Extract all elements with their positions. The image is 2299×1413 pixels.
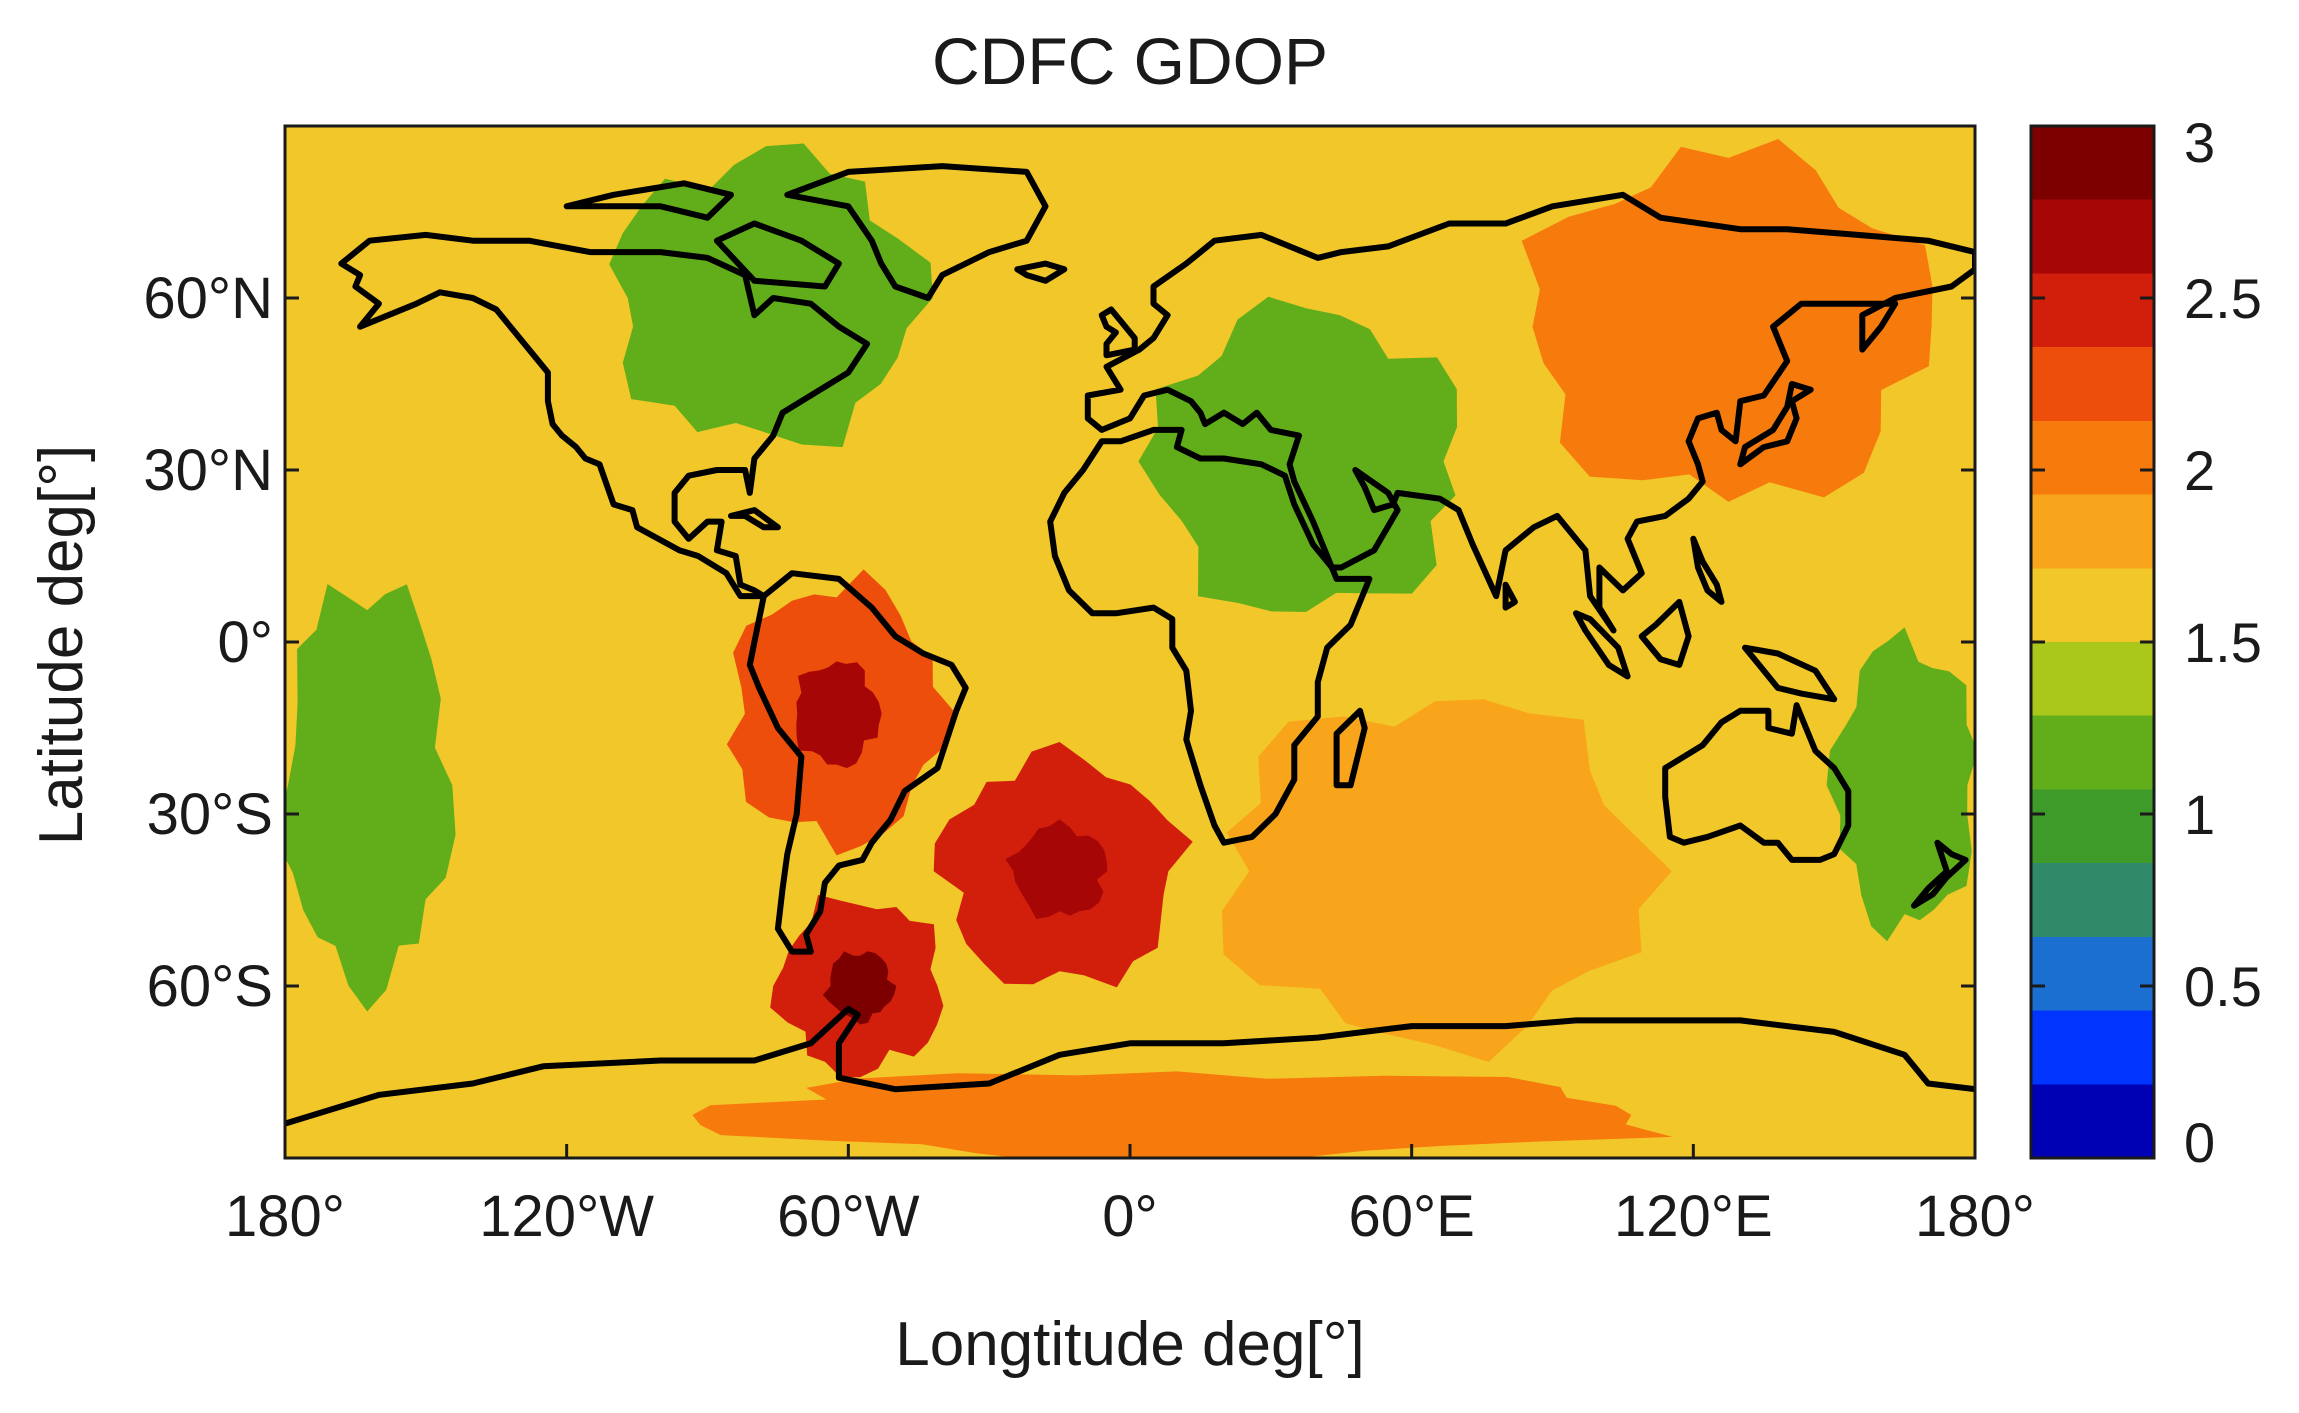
- madagascar-coastline: [1333, 707, 1368, 789]
- north-america-coastline: [338, 231, 871, 600]
- colorbar-tick-label: 1: [2184, 783, 2215, 846]
- x-axis-label: Longtitude deg[°]: [895, 1310, 1365, 1379]
- y-axis-label: Latitude deg[°]: [27, 445, 96, 846]
- x-tick-label: 60°E: [1348, 1184, 1474, 1249]
- y-tick-label: 30°N: [143, 438, 273, 503]
- y-tick-label: 60°N: [143, 266, 273, 331]
- region-south-atlantic-core: [1005, 819, 1108, 919]
- colorbar-tick-label: 2.5: [2184, 267, 2262, 330]
- africa-coastline: [1047, 426, 1373, 846]
- borneo-coastline: [1638, 598, 1692, 668]
- australia-coastline: [1662, 702, 1852, 863]
- x-tick-label: 180°: [225, 1184, 345, 1249]
- x-tick-label: 0°: [1102, 1184, 1157, 1249]
- y-tick-label: 60°S: [147, 954, 273, 1019]
- region-western-pacific: [1826, 627, 1975, 942]
- x-tick-label: 60°W: [777, 1184, 920, 1249]
- arctic-islands-coastline: [563, 180, 734, 221]
- colorbar-tick-label: 3: [2184, 111, 2215, 174]
- region-indian-ocean: [1222, 699, 1672, 1062]
- x-tick-label: 120°E: [1614, 1184, 1773, 1249]
- region-pacific-ocean-west: [285, 584, 456, 1012]
- region-antarctica: [692, 1071, 1673, 1158]
- x-tick-label: 180°: [1915, 1184, 2035, 1249]
- colorbar-tick-label: 0.5: [2184, 955, 2262, 1018]
- x-axis-ticks: 180° 120°W 60°W 0° 60°E 120°E 180°: [225, 1144, 2035, 1249]
- antarctica-coastline: [285, 1005, 1975, 1127]
- new-zealand-coastline: [1911, 839, 1969, 909]
- new-guinea-coastline: [1742, 644, 1838, 703]
- britain-coastline: [1098, 306, 1138, 359]
- philippines-coastline: [1690, 535, 1725, 605]
- region-africa-middle-east: [1138, 296, 1457, 612]
- y-tick-label: 30°S: [147, 782, 273, 847]
- south-america-coastline: [746, 570, 969, 955]
- chart-title: CDFC GDOP: [932, 24, 1328, 98]
- y-tick-label: 0°: [218, 610, 273, 675]
- indonesia-coastline: [1573, 610, 1631, 680]
- greenland-coastline: [784, 163, 1049, 301]
- iceland-coastline: [1014, 260, 1068, 284]
- colorbar: 0 0.5 1 1.5 2 2.5 3: [2029, 111, 2262, 1174]
- eurasia-coastline: [1084, 191, 1975, 634]
- coastlines: [285, 163, 1975, 1127]
- colorbar-ticks: 0 0.5 1 1.5 2 2.5 3: [2031, 111, 2262, 1174]
- region-south-america-core: [796, 661, 882, 769]
- japan-coastline: [1737, 381, 1814, 468]
- plot-area: [285, 126, 1975, 1158]
- colorbar-tick-label: 0: [2184, 1111, 2215, 1174]
- x-tick-label: 120°W: [479, 1184, 654, 1249]
- colorbar-tick-label: 2: [2184, 439, 2215, 502]
- y-axis-ticks: 60°N 30°N 0° 30°S 60°S: [143, 266, 1975, 1019]
- colorbar-gradient: [2029, 124, 2156, 1160]
- region-drake-passage-core: [822, 951, 897, 1025]
- cuba-coastline: [728, 507, 781, 531]
- colorbar-tick-label: 1.5: [2184, 611, 2262, 674]
- sri-lanka-coastline: [1502, 581, 1518, 611]
- baffin-island-coastline: [713, 220, 842, 290]
